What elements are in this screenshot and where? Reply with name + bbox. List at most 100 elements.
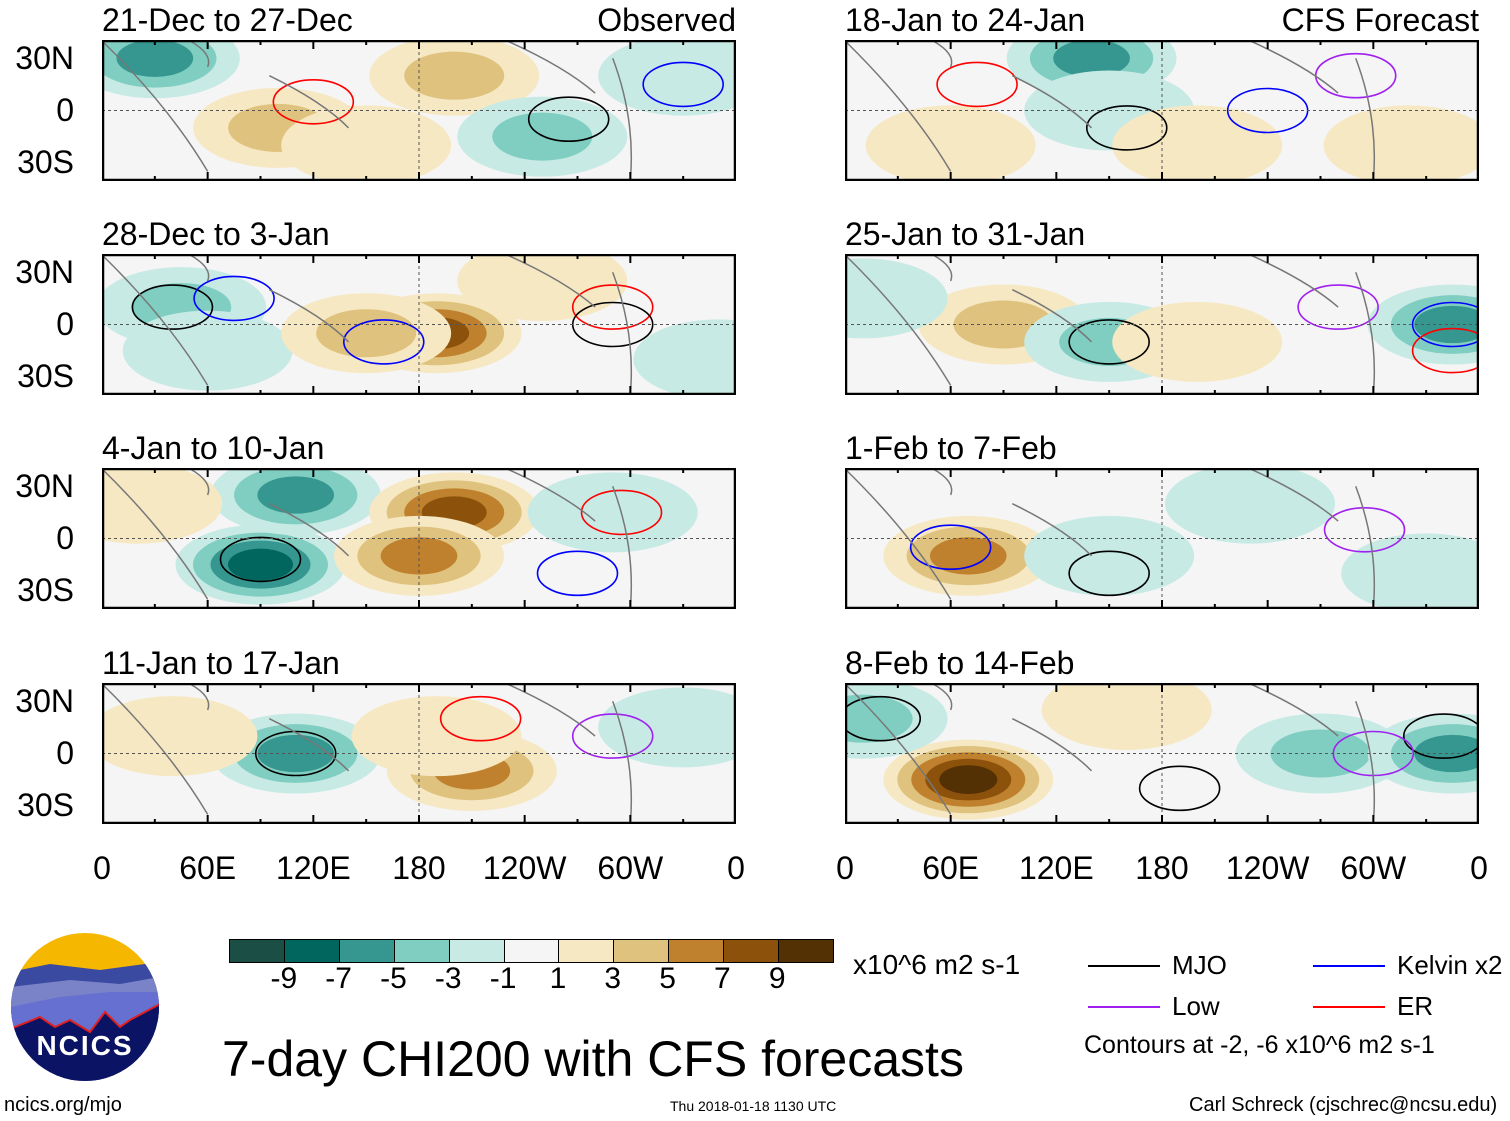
footer-timestamp: Thu 2018-01-18 1130 UTC: [670, 1098, 837, 1114]
lon-label: 180: [392, 850, 446, 886]
anomaly-shading: [1053, 40, 1130, 77]
wave-contour: [131, 284, 214, 330]
coastline: [102, 254, 209, 386]
lat-label: 30S: [17, 358, 74, 394]
map-panel: [102, 254, 736, 395]
lon-label: 60E: [179, 850, 237, 886]
wave-contour: [439, 695, 522, 742]
lon-label: 0: [727, 850, 745, 886]
colorbar-swatch: [668, 940, 724, 962]
coastline: [1355, 701, 1376, 824]
coastline: [189, 468, 210, 496]
legend-label: MJO: [1172, 950, 1227, 980]
legend-line: [1313, 1006, 1385, 1008]
coastline: [612, 701, 633, 824]
colorbar-swatch: [230, 940, 284, 962]
coastline: [845, 254, 952, 386]
coastline: [102, 683, 209, 815]
colorbar-swatch: [613, 940, 669, 962]
colorbar-tick: -3: [434, 962, 462, 995]
anomaly-shading: [633, 319, 736, 395]
colorbar-tick: 7: [714, 962, 731, 995]
lon-label: 120E: [1018, 850, 1094, 886]
wave-contour: [527, 96, 610, 143]
wave-contour: [571, 284, 654, 330]
coastline: [932, 468, 953, 496]
anomaly-shading: [939, 765, 998, 795]
anomaly-shading: [281, 105, 452, 181]
coastline: [189, 683, 210, 711]
contour-note: Contours at -2, -6 x10^6 m2 s-1: [1084, 1031, 1435, 1059]
legend-label: Kelvin x2: [1397, 950, 1503, 980]
coastline: [506, 683, 596, 737]
colorbar: [229, 939, 834, 963]
colorbar-units: x10^6 m2 s-1: [853, 949, 1021, 980]
coastline: [932, 254, 953, 282]
lat-label: 30N: [15, 40, 74, 76]
colorbar-tick: 5: [659, 962, 676, 995]
wave-contour: [1323, 506, 1406, 553]
colorbar-swatch: [448, 940, 504, 962]
panel-title: 21-Dec to 27-Dec: [102, 2, 353, 38]
anomaly-shading: [1323, 105, 1479, 181]
footer-url[interactable]: ncics.org/mjo: [4, 1094, 122, 1116]
footer-author: Carl Schreck (cjschrec@ncsu.edu): [1189, 1094, 1498, 1116]
lat-label: 30S: [17, 572, 74, 608]
coastline: [1355, 486, 1376, 609]
wave-contour: [1402, 713, 1479, 759]
lon-label: 0: [1470, 850, 1488, 886]
panel-title: 4-Jan to 10-Jan: [102, 430, 325, 466]
wave-contour: [219, 536, 302, 583]
lat-label: 30N: [15, 254, 74, 290]
coastline: [1355, 58, 1376, 181]
legend-label: ER: [1397, 991, 1434, 1021]
anomaly-shading: [257, 476, 335, 514]
lon-label: 60E: [922, 850, 980, 886]
coastline: [1011, 718, 1093, 772]
wave-contour: [936, 61, 1018, 108]
wave-contour: [845, 695, 922, 742]
coastline: [612, 272, 633, 395]
coastline: [1249, 683, 1339, 737]
anomaly-shading: [316, 309, 417, 358]
colorbar-swatch: [778, 940, 833, 962]
anomaly-shading: [380, 537, 458, 575]
anomaly-shading: [457, 254, 628, 321]
map-panel: [102, 468, 736, 609]
lat-label: 0: [56, 520, 74, 556]
figure-title: 7-day CHI200 with CFS forecasts: [222, 1031, 964, 1087]
anomaly-shading: [845, 258, 948, 339]
wave-contour: [642, 61, 724, 108]
colorbar-swatch: [338, 940, 394, 962]
legend-line: [1088, 1006, 1160, 1008]
wave-contour: [536, 550, 619, 597]
coastline: [1249, 254, 1339, 308]
lon-label: 120W: [1225, 850, 1310, 886]
wave-contour: [254, 730, 337, 777]
anomaly-shading: [351, 696, 522, 777]
map-panel: [845, 468, 1479, 609]
coastline: [1355, 272, 1376, 395]
lat-label: 30N: [15, 468, 74, 504]
lat-label: 30N: [15, 683, 74, 719]
forecast-label: CFS Forecast: [1281, 2, 1479, 38]
anomaly-shading: [404, 51, 505, 100]
colorbar-swatch: [393, 940, 449, 962]
colorbar-tick: -5: [380, 962, 407, 995]
map-panel: [845, 254, 1479, 395]
coastline: [1011, 503, 1093, 557]
wave-contour: [1085, 105, 1168, 151]
lon-label: 0: [836, 850, 854, 886]
lat-label: 0: [56, 735, 74, 771]
map-panel: [102, 40, 736, 181]
anomaly-shading: [1112, 301, 1283, 382]
anomaly-shading: [102, 468, 223, 544]
colorbar-tick: -1: [489, 962, 517, 995]
coastline: [1249, 40, 1339, 94]
coastline: [268, 75, 350, 129]
coastline: [189, 254, 210, 282]
lat-label: 30S: [17, 144, 74, 180]
coastline: [268, 718, 350, 772]
lon-label: 60W: [597, 850, 664, 886]
map-panel: [845, 40, 1479, 181]
